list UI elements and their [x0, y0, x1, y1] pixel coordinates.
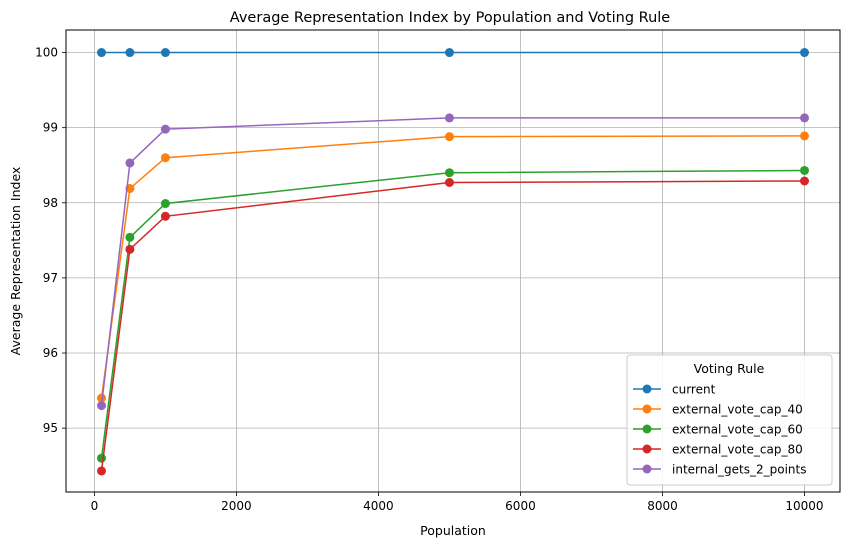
data-point [444, 113, 454, 123]
legend-label: internal_gets_2_points [672, 463, 807, 477]
y-tick-label: 98 [43, 196, 58, 210]
legend-marker [642, 404, 652, 414]
data-point [160, 124, 170, 134]
data-point [160, 211, 170, 221]
legend-label: external_vote_cap_40 [672, 403, 803, 417]
data-point [444, 177, 454, 187]
data-point [444, 48, 454, 58]
data-point [160, 199, 170, 209]
legend: Voting Rule current external_vote_cap_40e… [626, 354, 833, 486]
legend-marker [642, 424, 652, 434]
data-point [125, 244, 135, 254]
series-external_vote_cap_60 [97, 165, 809, 463]
legend-label: external_vote_cap_80 [672, 443, 803, 457]
x-tick-label: 0 [91, 499, 99, 513]
series-layer [97, 48, 809, 476]
legend-item: external_vote_cap_60 [633, 423, 803, 437]
legend-frame [626, 354, 833, 486]
data-point [160, 153, 170, 163]
data-point [125, 48, 135, 58]
data-point [97, 48, 107, 58]
data-point [97, 393, 107, 403]
x-tick-label: 10000 [785, 499, 823, 513]
legend-label: current [672, 383, 716, 397]
data-point [97, 401, 107, 411]
legend-label: external_vote_cap_60 [672, 423, 803, 437]
y-tick-label: 95 [43, 421, 58, 435]
data-point [799, 165, 809, 175]
legend-marker [642, 444, 652, 454]
x-axis-label: Population [420, 523, 486, 538]
x-tick-label: 2000 [221, 499, 252, 513]
chart-title: Average Representation Index by Populati… [230, 10, 671, 26]
legend-item: internal_gets_2_points [633, 463, 807, 477]
data-point [97, 466, 107, 476]
data-point [125, 232, 135, 242]
series-current [97, 48, 809, 58]
series-external_vote_cap_40 [97, 131, 809, 403]
x-tick-label: 4000 [363, 499, 394, 513]
x-tick-label: 6000 [505, 499, 536, 513]
legend-marker [642, 464, 652, 474]
y-tick-label: 100 [35, 46, 58, 60]
data-point [444, 168, 454, 178]
data-point [160, 48, 170, 58]
data-point [799, 176, 809, 186]
data-point [799, 113, 809, 123]
y-axis-label: Average Representation Index [8, 167, 23, 356]
data-point [444, 132, 454, 142]
y-tick-label: 96 [43, 346, 58, 360]
series-internal_gets_2_points [97, 113, 809, 411]
legend-items: current external_vote_cap_40 external_vote… [633, 383, 807, 477]
data-point [97, 453, 107, 463]
legend-title: Voting Rule [694, 361, 765, 376]
data-point [799, 131, 809, 141]
legend-item: external_vote_cap_40 [633, 403, 803, 417]
y-tick-label: 97 [43, 271, 58, 285]
legend-item: current [633, 383, 716, 397]
x-tick-label: 8000 [647, 499, 678, 513]
data-point [125, 158, 135, 168]
series-external_vote_cap_80 [97, 176, 809, 476]
legend-marker [642, 384, 652, 394]
y-tick-label: 99 [43, 121, 58, 135]
data-point [799, 48, 809, 58]
plot-area-frame [65, 29, 841, 493]
axis-ticks: 0 2000 4000 6000 8000 10000 95 96 97 98 99 100 [35, 46, 823, 513]
legend-item: external_vote_cap_80 [633, 443, 803, 457]
